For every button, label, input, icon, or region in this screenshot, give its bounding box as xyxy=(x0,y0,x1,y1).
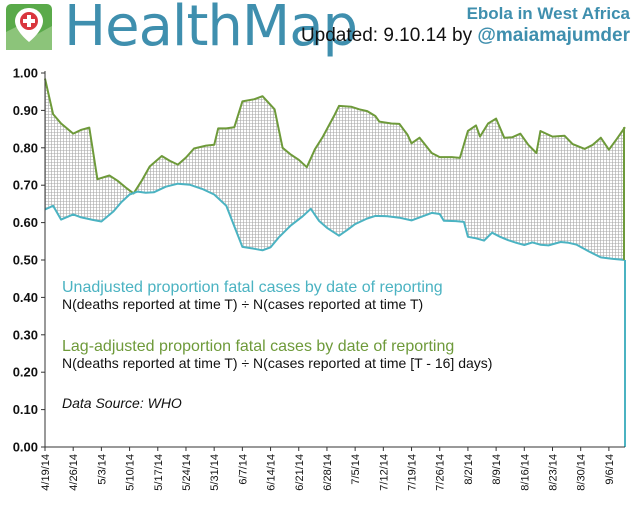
chart-title: Ebola in West Africa xyxy=(466,4,630,23)
x-tick-label: 6/7/14 xyxy=(237,454,249,485)
y-tick-label: 0.30 xyxy=(13,327,38,342)
x-tick-label: 5/10/14 xyxy=(125,454,137,491)
y-tick-label: 0.10 xyxy=(13,402,38,417)
x-tick-label: 4/26/14 xyxy=(68,454,80,491)
data-source-note: Data Source: WHO xyxy=(62,395,182,411)
header: HealthMap Ebola in West Africa Updated: … xyxy=(0,0,640,60)
x-tick-label: 6/28/14 xyxy=(322,454,334,491)
series-line-adjusted xyxy=(44,78,626,195)
x-tick-label: 6/14/14 xyxy=(266,454,278,491)
y-tick-label: 0.20 xyxy=(13,365,38,380)
series-lines xyxy=(44,78,626,447)
x-tick-label: 8/2/14 xyxy=(463,454,475,485)
x-tick-label: 4/19/14 xyxy=(40,454,52,491)
legend-series1-title: Unadjusted proportion fatal cases by dat… xyxy=(62,279,443,296)
x-tick-label: 5/3/14 xyxy=(96,454,108,485)
y-tick-label: 0.00 xyxy=(13,440,38,455)
y-tick-label: 0.80 xyxy=(13,140,38,155)
x-tick-label: 6/21/14 xyxy=(294,454,306,491)
x-tick-label: 9/6/14 xyxy=(604,454,616,485)
update-text: Updated: 9.10.14 by xyxy=(300,25,478,46)
y-tick-label: 0.90 xyxy=(13,103,38,118)
brand-wordmark: HealthMap xyxy=(64,0,358,59)
y-tick-label: 0.70 xyxy=(13,178,38,193)
gap-hatch xyxy=(45,78,625,260)
update-line: Updated: 9.10.14 by @maiamajumder xyxy=(301,25,630,47)
x-tick-label: 5/24/14 xyxy=(181,454,193,491)
x-tick-label: 5/31/14 xyxy=(209,454,221,491)
y-tick-label: 1.00 xyxy=(13,66,38,81)
legend-series2-title: Lag-adjusted proportion fatal cases by d… xyxy=(62,338,454,355)
healthmap-logo-icon xyxy=(6,4,52,50)
x-tick-label: 8/30/14 xyxy=(576,454,588,491)
series-line-unadjusted xyxy=(44,182,626,261)
y-tick-label: 0.60 xyxy=(13,215,38,230)
legend-series2-formula: N(deaths reported at time T) ÷ N(cases r… xyxy=(62,355,492,371)
legend-series1-formula: N(deaths reported at time T) ÷ N(cases r… xyxy=(62,296,423,312)
author-handle: @maiamajumder xyxy=(477,25,630,46)
x-tick-label: 7/12/14 xyxy=(378,454,390,491)
x-tick-label: 8/9/14 xyxy=(491,454,503,485)
x-tick-label: 8/16/14 xyxy=(519,454,531,491)
x-tick-label: 7/26/14 xyxy=(435,454,447,491)
x-tick-label: 5/17/14 xyxy=(153,454,165,491)
x-tick-label: 8/23/14 xyxy=(548,454,560,491)
x-tick-label: 7/19/14 xyxy=(407,454,419,491)
x-tick-label: 7/5/14 xyxy=(350,454,362,485)
y-tick-label: 0.40 xyxy=(13,290,38,305)
axes: 0.00 0.10 0.20 0.30 0.40 0.50 0.60 0.70 0.80 0.90… xyxy=(13,66,625,491)
legend: Unadjusted proportion fatal cases by dat… xyxy=(62,279,492,411)
y-tick-label: 0.50 xyxy=(13,253,38,268)
gap-area xyxy=(45,78,625,260)
